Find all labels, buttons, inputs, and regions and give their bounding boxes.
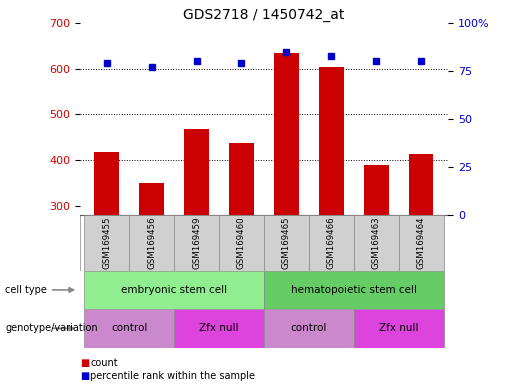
Bar [94,152,119,215]
Bar [274,53,299,215]
Text: GSM169459: GSM169459 [192,217,201,269]
Text: ■: ■ [80,358,89,368]
Text: control: control [290,323,327,333]
Bar [319,67,344,215]
Bar [174,309,264,348]
Bar [84,271,264,309]
Text: GSM169464: GSM169464 [417,217,425,269]
Bar [354,215,399,271]
Bar [264,309,354,348]
Bar [174,215,219,271]
Bar [184,129,209,215]
Bar [84,309,174,348]
Text: hematopoietic stem cell: hematopoietic stem cell [291,285,417,295]
Bar [354,309,443,348]
Bar [309,215,354,271]
Text: Zfx null: Zfx null [379,323,418,333]
Text: GSM169466: GSM169466 [327,217,336,269]
Text: Zfx null: Zfx null [199,323,239,333]
Text: GSM169465: GSM169465 [282,217,291,269]
Title: GDS2718 / 1450742_at: GDS2718 / 1450742_at [183,8,345,22]
Bar [364,165,388,215]
Text: GSM169460: GSM169460 [237,217,246,269]
Text: count: count [90,358,118,368]
Bar [140,183,164,215]
Bar [229,143,254,215]
Text: percentile rank within the sample: percentile rank within the sample [90,371,255,381]
Bar [264,215,309,271]
Text: GSM169455: GSM169455 [102,217,111,269]
Bar [219,215,264,271]
Bar [129,215,174,271]
Text: GSM169456: GSM169456 [147,217,156,269]
Text: ■: ■ [80,371,89,381]
Text: embryonic stem cell: embryonic stem cell [121,285,227,295]
Text: cell type: cell type [5,285,47,295]
Text: control: control [111,323,147,333]
Bar [409,154,434,215]
Bar [264,271,443,309]
Bar [84,215,129,271]
Text: GSM169463: GSM169463 [372,217,381,269]
Text: genotype/variation: genotype/variation [5,323,98,333]
Bar [399,215,443,271]
